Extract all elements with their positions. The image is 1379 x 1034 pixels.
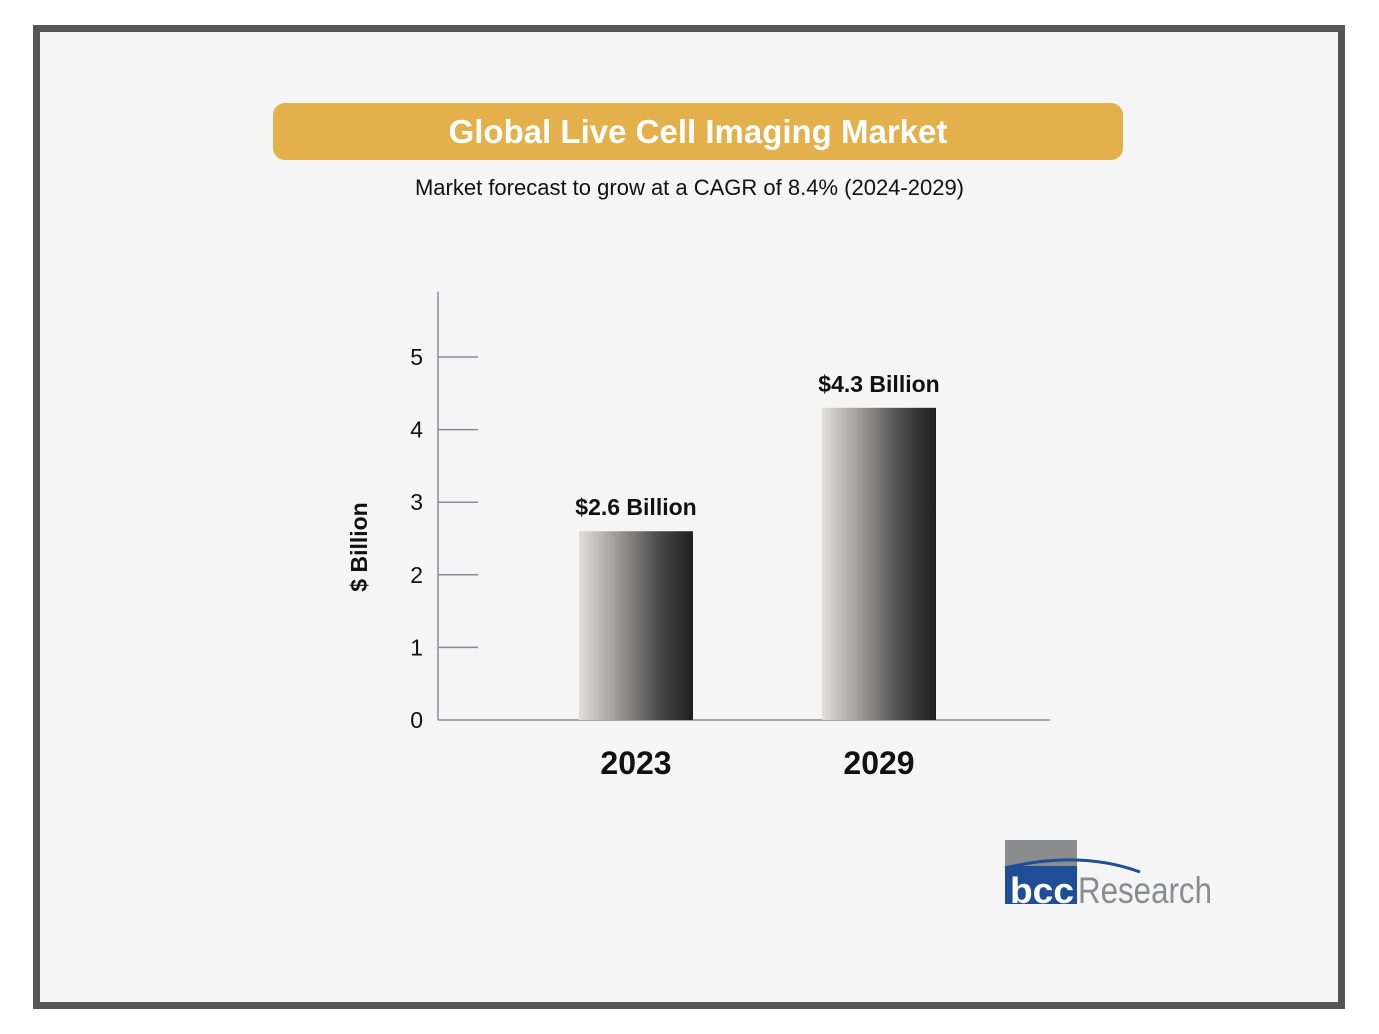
y-tick-label: 4 xyxy=(410,417,423,443)
y-axis-label: $ Billion xyxy=(346,502,372,591)
x-tick-label: 2023 xyxy=(600,745,671,781)
y-tick-label: 5 xyxy=(410,344,423,370)
svg-text:Research: Research xyxy=(1078,870,1212,911)
data-label: $2.6 Billion xyxy=(575,494,696,520)
bar-2029 xyxy=(822,407,936,720)
chart-frame xyxy=(33,25,1345,1009)
chart-subtitle: Market forecast to grow at a CAGR of 8.4… xyxy=(414,175,965,200)
y-tick-label: 2 xyxy=(410,562,423,588)
svg-text:bcc: bcc xyxy=(1010,870,1074,911)
bcc-research-logo: bcc Research xyxy=(1004,840,1212,911)
chart-title: Global Live Cell Imaging Market xyxy=(273,103,1123,160)
bar-2023 xyxy=(579,531,693,720)
y-tick-label: 0 xyxy=(410,707,423,733)
x-tick-label: 2029 xyxy=(843,745,914,781)
y-tick-label: 3 xyxy=(410,489,423,515)
data-label: $4.3 Billion xyxy=(818,371,939,397)
y-tick-label: 1 xyxy=(410,634,423,660)
